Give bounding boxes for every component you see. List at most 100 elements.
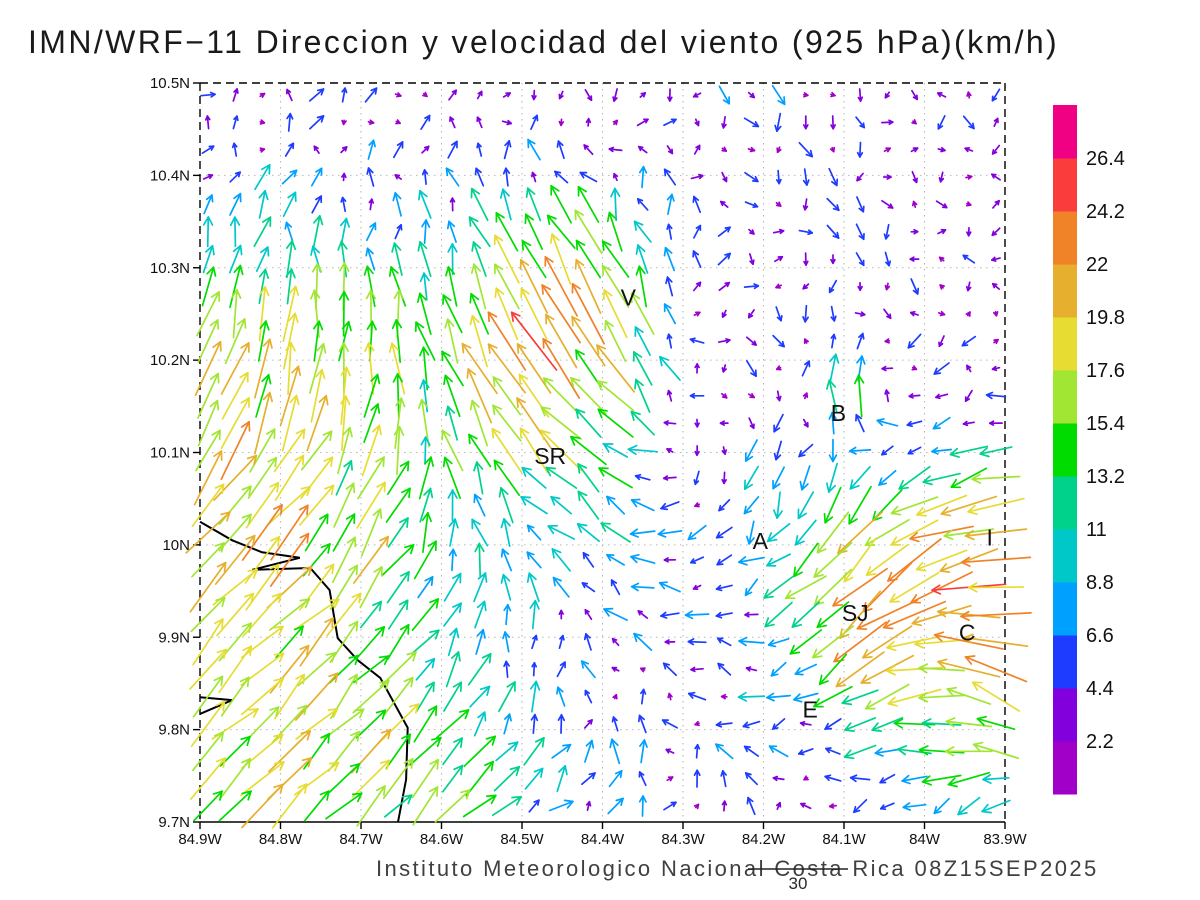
wind-arrow — [520, 496, 548, 515]
wind-arrow — [392, 192, 402, 217]
wind-arrow — [328, 654, 359, 684]
footer-caption: Instituto Meteorologico Nacional Costa R… — [376, 856, 1099, 881]
wind-arrow — [966, 226, 972, 237]
wind-arrow — [743, 496, 760, 515]
wind-arrow — [791, 601, 820, 628]
wind-arrow — [967, 582, 1025, 593]
wind-arrow — [922, 472, 961, 486]
wind-arrow — [253, 216, 272, 248]
colorbar-segment — [1053, 476, 1077, 530]
wind-arrow — [663, 420, 677, 426]
wind-arrow — [950, 467, 988, 489]
wind-arrow — [886, 635, 943, 652]
wind-arrow — [798, 141, 814, 158]
wind-arrow — [610, 579, 621, 596]
wind-arrow — [911, 89, 918, 101]
wind-arrow — [938, 310, 946, 317]
wind-arrow — [832, 567, 888, 607]
wind-arrow — [411, 629, 440, 655]
wind-arrow — [392, 373, 403, 419]
wind-arrow — [192, 731, 224, 772]
y-axis-tick-label: 10.2N — [150, 352, 190, 369]
station-label: E — [803, 696, 818, 722]
wind-arrow — [495, 211, 519, 252]
wind-arrow — [219, 757, 251, 800]
wind-arrow — [746, 796, 756, 816]
wind-arrow — [663, 303, 677, 325]
wind-arrow — [356, 785, 386, 827]
wind-arrow — [474, 600, 487, 629]
wind-arrow — [218, 790, 252, 822]
wind-arrow — [312, 215, 324, 249]
wind-arrow — [841, 689, 879, 706]
wind-arrow — [531, 171, 537, 183]
wind-arrow — [193, 790, 223, 822]
wind-arrow — [601, 240, 630, 278]
wind-arrow — [721, 116, 727, 129]
wind-arrow — [353, 535, 389, 584]
wind-arrow — [921, 718, 962, 729]
wind-arrow — [964, 389, 973, 402]
wind-arrow — [552, 576, 570, 598]
wind-arrow — [693, 144, 701, 155]
wind-arrow — [341, 87, 348, 103]
wind-arrow — [441, 764, 464, 793]
wind-arrow — [385, 487, 411, 523]
wind-arrow — [395, 119, 401, 125]
wind-arrow — [421, 169, 429, 185]
wind-arrow — [203, 194, 214, 215]
wind-arrow — [774, 255, 784, 263]
wind-arrow — [887, 538, 942, 582]
wind-arrow — [744, 578, 759, 597]
wind-arrow — [476, 90, 483, 100]
wind-arrow — [921, 774, 962, 786]
wind-arrow — [474, 542, 485, 578]
wind-arrow — [829, 146, 836, 153]
wind-arrow — [910, 228, 919, 235]
colorbar-tick-label: 19.8 — [1086, 307, 1125, 329]
colorbar-segment — [1053, 317, 1077, 371]
wind-arrow — [862, 562, 913, 613]
wind-arrow — [202, 173, 214, 180]
wind-arrow — [715, 526, 733, 539]
wind-arrow — [445, 405, 459, 441]
wind-arrow — [803, 252, 809, 266]
station-label: SR — [534, 443, 566, 469]
wind-arrow — [798, 229, 814, 236]
wind-arrow — [364, 342, 375, 395]
wind-arrow — [694, 363, 700, 374]
wind-arrow — [340, 395, 351, 451]
wind-arrow — [666, 145, 674, 155]
wind-arrow — [855, 252, 865, 267]
wind-arrow — [854, 374, 865, 418]
wind-arrow — [418, 189, 432, 219]
wind-arrow — [502, 92, 511, 98]
wind-arrow — [257, 320, 270, 362]
wind-arrow — [882, 600, 947, 630]
wind-arrow — [901, 774, 928, 785]
wind-arrow — [487, 311, 527, 371]
wind-arrow — [443, 374, 461, 418]
colorbar-segment — [1053, 688, 1077, 742]
wind-arrow — [197, 372, 220, 419]
wind-arrow — [933, 362, 950, 375]
wind-arrow — [976, 715, 1016, 731]
wind-arrow — [218, 485, 252, 525]
wind-arrow — [855, 413, 865, 433]
colorbar-segment — [1053, 635, 1077, 689]
wind-arrow — [937, 146, 946, 153]
wind-arrow — [664, 639, 676, 645]
wind-arrow — [338, 342, 349, 395]
wind-arrow — [879, 802, 895, 811]
wind-arrow — [766, 553, 792, 567]
wind-arrow — [295, 708, 339, 740]
wind-arrow — [356, 481, 386, 529]
colorbar-segment — [1053, 158, 1077, 212]
wind-arrow — [857, 281, 863, 291]
colorbar-tick-label: 13.2 — [1086, 466, 1125, 488]
wind-arrow — [971, 681, 1021, 712]
wind-arrow — [663, 168, 677, 186]
wind-arrow — [282, 285, 300, 343]
wind-arrow — [558, 634, 565, 649]
wind-arrow — [693, 769, 701, 788]
